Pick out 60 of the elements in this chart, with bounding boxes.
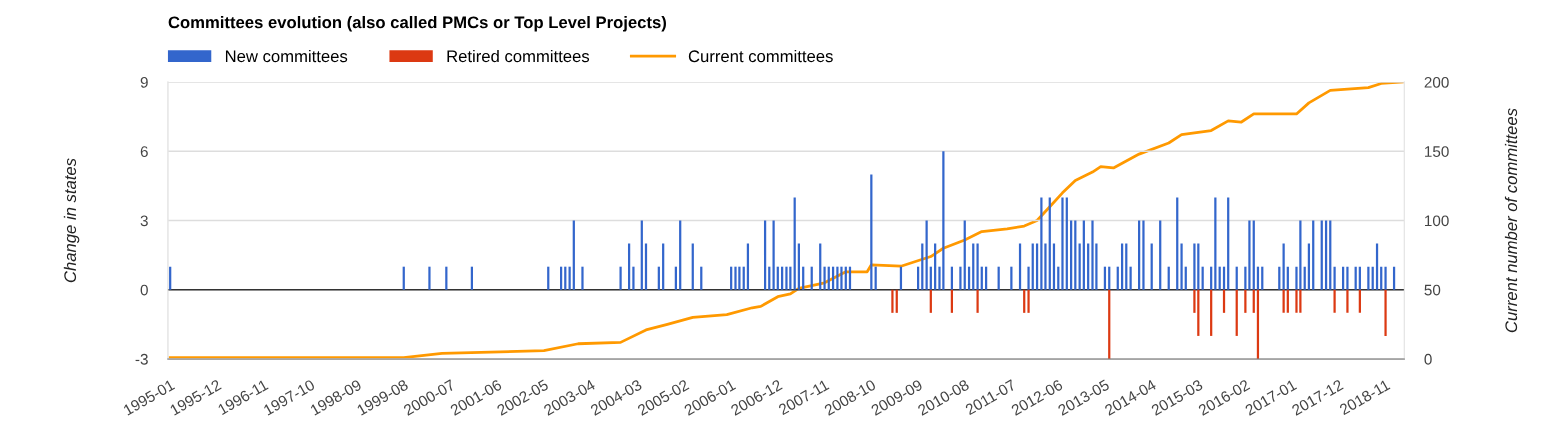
y2-tick-label: 0 xyxy=(1424,353,1432,365)
bar xyxy=(1384,289,1387,336)
bar xyxy=(738,266,741,290)
line-series xyxy=(168,82,1404,359)
bar xyxy=(1040,197,1043,290)
bar xyxy=(959,266,962,290)
bar xyxy=(976,243,979,290)
bar xyxy=(942,151,945,290)
bar xyxy=(1227,197,1230,290)
legend-label: New committees xyxy=(225,49,348,63)
y-tick-label: -3 xyxy=(135,353,148,365)
bar xyxy=(1248,220,1251,290)
bar xyxy=(1193,243,1196,290)
y-tick-label: 0 xyxy=(140,284,148,296)
bar xyxy=(1333,266,1336,290)
bar xyxy=(1065,197,1068,290)
bar xyxy=(1346,266,1349,290)
bar xyxy=(1295,289,1298,313)
bar xyxy=(1129,266,1132,290)
legend-label: Current committees xyxy=(688,49,833,63)
bar xyxy=(1333,289,1336,313)
bar xyxy=(1176,197,1179,290)
bar xyxy=(581,266,584,290)
y2-tick-label: 150 xyxy=(1425,146,1449,157)
bar xyxy=(836,266,839,290)
bar xyxy=(619,266,622,290)
bar xyxy=(632,266,635,290)
bar xyxy=(823,266,826,290)
bar xyxy=(1061,197,1064,290)
bar xyxy=(793,197,796,290)
y2-tick-label: 200 xyxy=(1424,76,1449,88)
bar xyxy=(734,266,737,290)
bar xyxy=(1299,220,1302,290)
bar xyxy=(1346,289,1349,313)
bar xyxy=(1299,289,1302,313)
y-tick-label: 9 xyxy=(140,76,148,88)
chart-title: Committees evolution (also called PMCs or Top Level Projects) xyxy=(168,16,666,32)
bar xyxy=(840,266,843,290)
bar xyxy=(772,220,775,290)
y2-axis-title: Current number of committees xyxy=(1504,108,1518,333)
legend-label: Retired committees xyxy=(447,49,590,63)
bar xyxy=(891,289,894,313)
bar xyxy=(1027,289,1030,313)
bar xyxy=(428,266,431,290)
bar xyxy=(1214,197,1217,290)
bar xyxy=(976,289,979,313)
bar xyxy=(870,174,873,290)
y2-tick-label: 50 xyxy=(1424,284,1441,296)
bar xyxy=(1091,220,1094,290)
bar xyxy=(1384,266,1387,290)
bar xyxy=(785,266,788,290)
y-axis-title: Change in states xyxy=(63,158,80,283)
bar xyxy=(1367,266,1370,290)
bar xyxy=(1180,243,1183,290)
y-tick-label: 3 xyxy=(140,215,148,227)
bar xyxy=(1027,266,1030,290)
y-tick-label: 6 xyxy=(140,146,148,157)
y2-tick-label: 100 xyxy=(1425,215,1449,227)
bar xyxy=(1142,220,1145,290)
bar xyxy=(1048,197,1051,290)
